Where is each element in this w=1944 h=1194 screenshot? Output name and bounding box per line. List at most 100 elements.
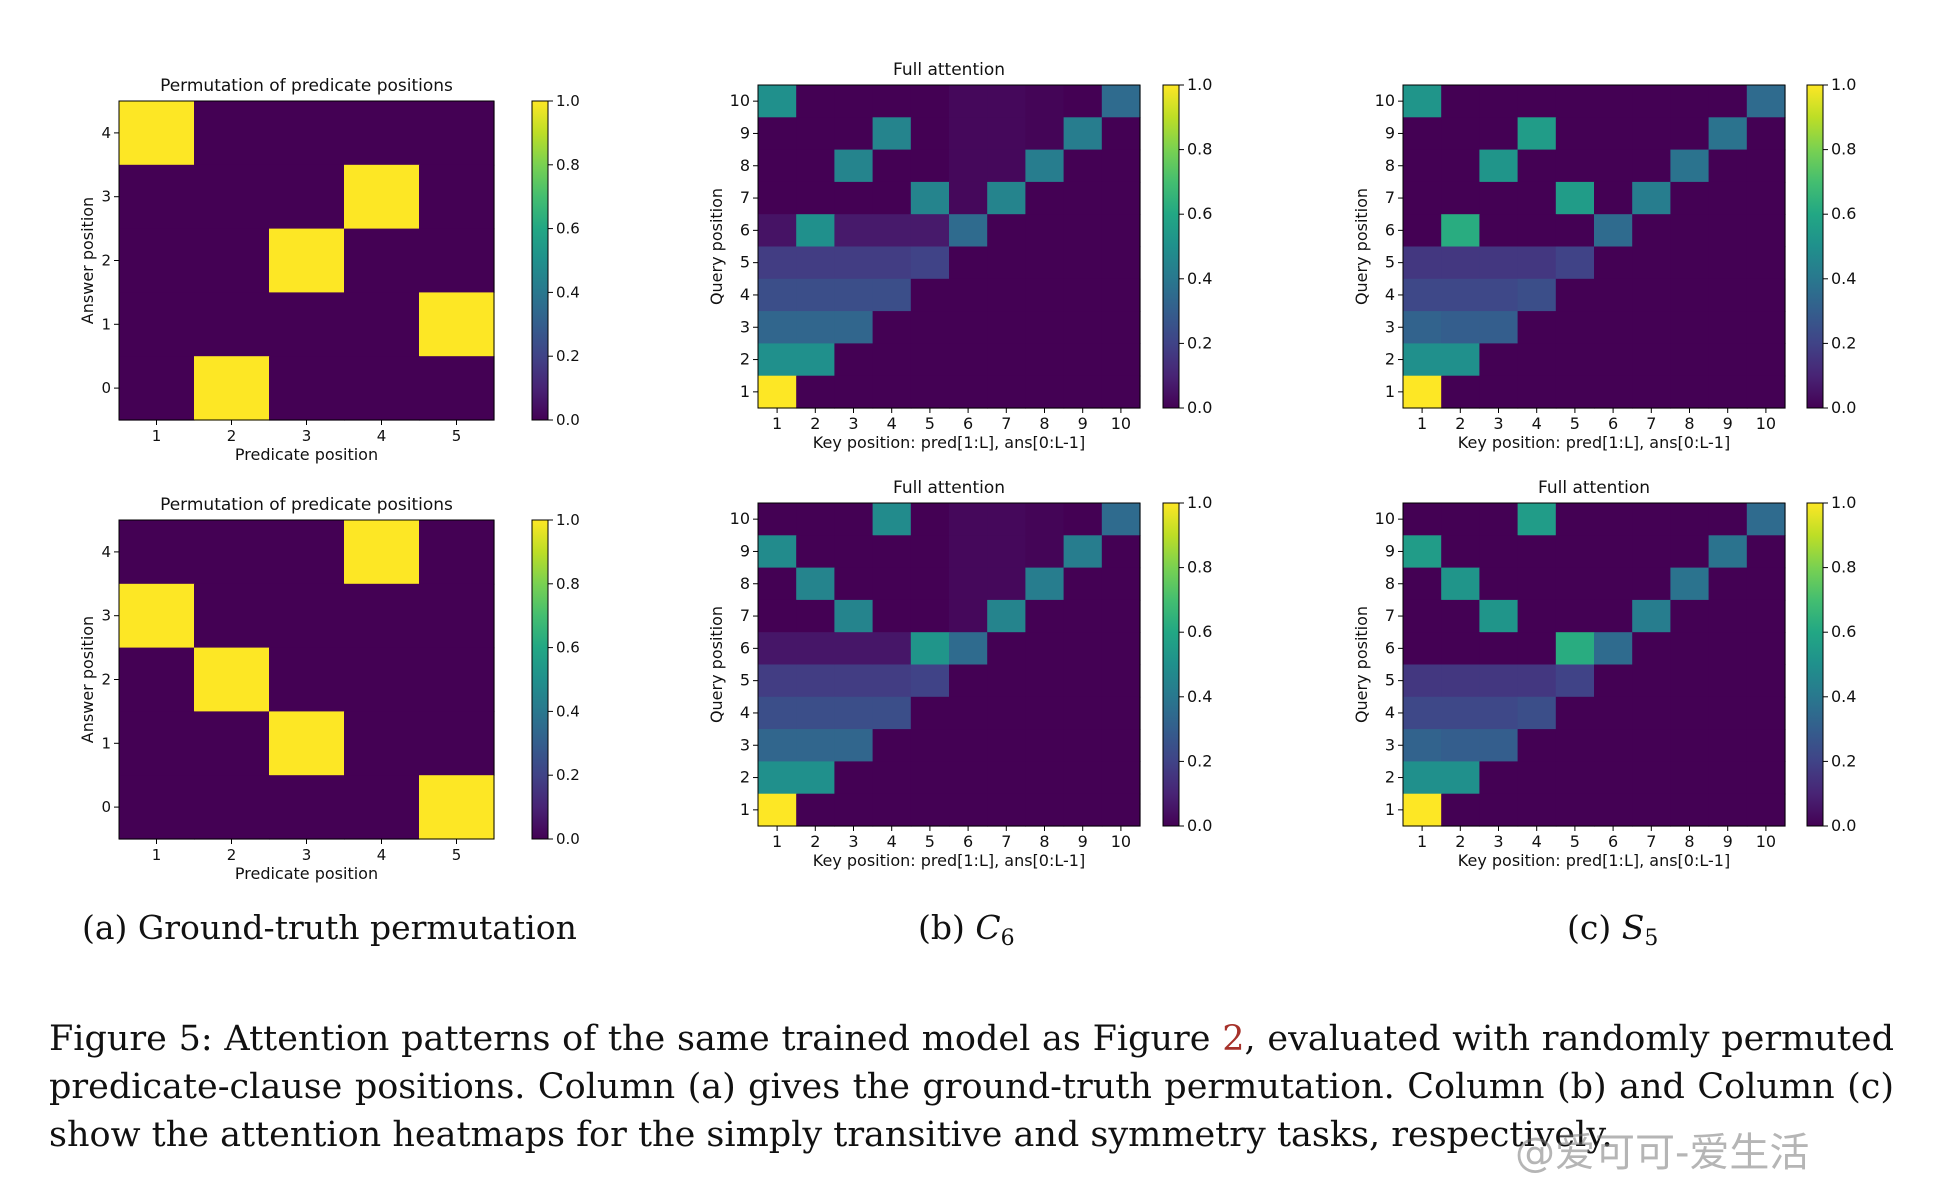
heatmap-cell-c-bottom bbox=[1441, 632, 1480, 666]
heatmap-cell-a-top bbox=[119, 356, 195, 421]
heatmap-cell-b-bottom bbox=[1063, 503, 1103, 536]
heatmap-cell-a-top bbox=[119, 292, 195, 357]
heatmap-cell-b-bottom bbox=[1101, 567, 1141, 601]
heatmap-cell-c-bottom bbox=[1670, 599, 1710, 633]
heatmap-cell-b-top bbox=[872, 375, 912, 409]
heatmap-cell-b-bottom bbox=[796, 599, 835, 633]
heatmap-cell-a-top bbox=[269, 101, 345, 166]
subcaption-a: (a) Ground-truth permutation bbox=[82, 908, 577, 947]
heatmap-cell-c-top bbox=[1708, 311, 1748, 344]
heatmap-cell-a-bottom bbox=[419, 520, 495, 585]
x-tick-label: 2 bbox=[810, 832, 820, 851]
heatmap-cell-c-top bbox=[1670, 181, 1710, 215]
y-tick-label: 1 bbox=[1385, 800, 1395, 819]
heatmap-cell-b-bottom bbox=[987, 535, 1026, 569]
heatmap-cell-c-top bbox=[1632, 311, 1671, 344]
heatmap-cell-c-bottom bbox=[1403, 599, 1442, 633]
x-tick-label: 4 bbox=[377, 427, 387, 445]
heatmap-cell-c-top bbox=[1708, 117, 1748, 151]
heatmap-cell-c-bottom bbox=[1632, 793, 1671, 827]
heatmap-cell-c-bottom bbox=[1746, 535, 1786, 569]
heatmap-cell-a-bottom bbox=[419, 583, 495, 649]
heatmap-title: Permutation of predicate positions bbox=[160, 76, 453, 96]
heatmap-cell-c-top bbox=[1746, 311, 1786, 344]
heatmap-title: Full attention bbox=[1538, 478, 1650, 498]
heatmap-cell-b-top bbox=[910, 214, 950, 248]
heatmap-cell-b-top bbox=[796, 181, 835, 215]
heatmap-cell-b-bottom bbox=[949, 761, 988, 795]
colorbar bbox=[531, 519, 549, 840]
x-axis-label: Predicate position bbox=[235, 445, 378, 464]
x-tick-label: 5 bbox=[452, 427, 462, 445]
heatmap-cell-c-top bbox=[1403, 117, 1442, 151]
heatmap-cell-c-bottom bbox=[1632, 567, 1671, 601]
heatmap-cell-c-bottom bbox=[1708, 664, 1748, 698]
heatmap-cell-c-top bbox=[1441, 343, 1480, 377]
x-tick-label: 3 bbox=[302, 846, 312, 864]
heatmap-cell-c-top bbox=[1708, 149, 1748, 183]
y-tick-label: 6 bbox=[740, 220, 750, 239]
heatmap-cell-c-bottom bbox=[1670, 632, 1710, 666]
heatmap-cell-b-top bbox=[949, 117, 988, 151]
heatmap-cell-c-top bbox=[1403, 278, 1442, 312]
heatmap-cell-a-bottom bbox=[419, 775, 495, 840]
colorbar-tick-label: 0.4 bbox=[1831, 687, 1856, 706]
x-tick-label: 7 bbox=[1001, 832, 1011, 851]
heatmap-cell-a-top bbox=[194, 292, 270, 357]
heatmap-cell-c-top bbox=[1517, 85, 1557, 118]
heatmap-cell-b-top bbox=[987, 311, 1026, 344]
x-tick-label: 3 bbox=[302, 427, 312, 445]
x-tick-label: 8 bbox=[1039, 414, 1049, 433]
heatmap-cell-c-bottom bbox=[1441, 567, 1480, 601]
heatmap-cell-a-top bbox=[194, 101, 270, 166]
heatmap-cell-c-top bbox=[1746, 246, 1786, 280]
heatmap-title: Full attention bbox=[893, 478, 1005, 498]
heatmap-cell-b-top bbox=[796, 117, 835, 151]
y-tick-label: 4 bbox=[1385, 285, 1395, 304]
colorbar-tick-label: 0.6 bbox=[1831, 622, 1856, 641]
heatmap-cell-b-bottom bbox=[987, 632, 1026, 666]
figure-reference-link[interactable]: 2 bbox=[1222, 1019, 1245, 1059]
y-tick-label: 2 bbox=[101, 671, 111, 689]
heatmap-cell-b-top bbox=[1025, 278, 1065, 312]
heatmap-cell-c-bottom bbox=[1517, 696, 1557, 730]
heatmap-cell-b-top bbox=[910, 117, 950, 151]
x-tick-label: 5 bbox=[925, 414, 935, 433]
y-tick-label: 10 bbox=[730, 509, 750, 528]
heatmap-cell-c-bottom bbox=[1441, 664, 1480, 698]
heatmap-cell-c-bottom bbox=[1594, 729, 1633, 762]
colorbar-tick-label: 0.8 bbox=[1831, 558, 1856, 577]
colorbar bbox=[1162, 502, 1180, 827]
heatmap-cell-c-top bbox=[1632, 375, 1671, 409]
x-axis-label: Key position: pred[1:L], ans[0:L-1] bbox=[1458, 433, 1730, 452]
y-tick-label: 1 bbox=[101, 315, 111, 333]
heatmap-cell-a-bottom bbox=[344, 775, 420, 840]
heatmap-cell-c-top bbox=[1632, 246, 1671, 280]
y-tick-label: 7 bbox=[1385, 606, 1395, 625]
heatmap-cell-a-bottom bbox=[194, 583, 270, 649]
colorbar-tick-label: 0.2 bbox=[556, 347, 580, 365]
y-tick-label: 8 bbox=[1385, 574, 1395, 593]
heatmap-cell-c-bottom bbox=[1708, 503, 1748, 536]
heatmap-cell-b-bottom bbox=[872, 535, 912, 569]
heatmap-cell-b-bottom bbox=[1101, 664, 1141, 698]
heatmap-cell-b-top bbox=[834, 375, 874, 409]
heatmap-cell-c-bottom bbox=[1517, 729, 1557, 762]
heatmap-cell-c-top bbox=[1555, 246, 1595, 280]
heatmap-cell-c-top bbox=[1517, 278, 1557, 312]
heatmap-cell-b-bottom bbox=[1025, 729, 1065, 762]
y-tick-label: 8 bbox=[740, 574, 750, 593]
heatmap-cell-b-top bbox=[1063, 181, 1103, 215]
heatmap-cell-a-top bbox=[269, 292, 345, 357]
heatmap-cell-b-top bbox=[1025, 343, 1065, 377]
heatmap-cell-b-bottom bbox=[758, 567, 797, 601]
heatmap-cell-c-bottom bbox=[1403, 793, 1442, 827]
x-tick-label: 3 bbox=[1493, 414, 1503, 433]
x-tick-label: 1 bbox=[152, 427, 162, 445]
y-tick-label: 2 bbox=[740, 768, 750, 787]
heatmap-cell-c-top bbox=[1479, 85, 1519, 118]
heatmap-cell-b-top bbox=[872, 117, 912, 151]
heatmap-cell-c-bottom bbox=[1746, 696, 1786, 730]
x-tick-label: 7 bbox=[1646, 832, 1656, 851]
heatmap-cell-b-top bbox=[987, 214, 1026, 248]
